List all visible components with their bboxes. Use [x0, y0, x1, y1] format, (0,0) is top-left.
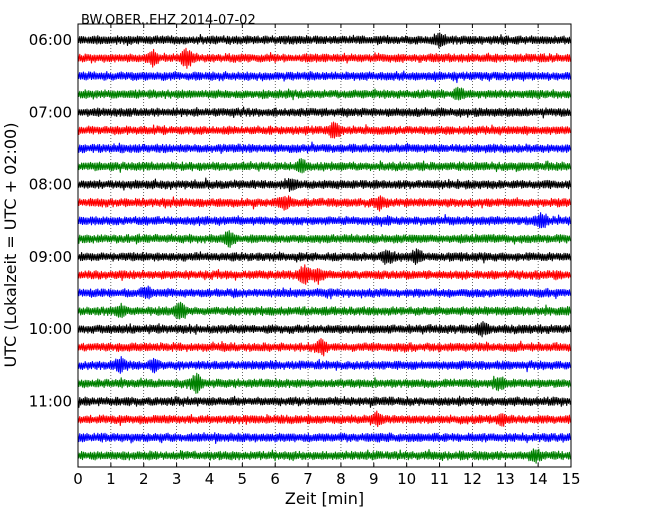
grid-lines — [110, 24, 539, 467]
x-axis-label: Zeit [min] — [285, 489, 364, 508]
x-tick-label: 4 — [205, 470, 215, 488]
trace-line — [77, 432, 571, 445]
trace-line — [77, 177, 571, 193]
trace-line — [77, 212, 571, 229]
trace-line — [77, 320, 571, 338]
x-tick-label: 8 — [336, 470, 346, 488]
y-tick-label: 06:00 — [29, 31, 72, 49]
trace-line — [77, 32, 571, 49]
y-axis-label: UTC (Lokalzeit = UTC + 02:00) — [1, 123, 20, 368]
trace-line — [77, 410, 571, 428]
trace-line — [77, 337, 571, 357]
trace-line — [77, 301, 571, 320]
trace-line — [77, 195, 571, 212]
trace-line — [77, 248, 571, 266]
y-tick-label: 11:00 — [29, 392, 72, 410]
x-tick-label: 0 — [73, 470, 83, 488]
trace-line — [77, 70, 571, 84]
y-tick-label: 10:00 — [29, 320, 72, 338]
x-tick-label: 12 — [463, 470, 482, 488]
y-tick-label: 09:00 — [29, 248, 72, 266]
x-tick-label: 15 — [561, 470, 580, 488]
x-tick-label: 2 — [139, 470, 149, 488]
x-tick-label: 14 — [529, 470, 548, 488]
x-tick-label: 6 — [270, 470, 280, 488]
plot-frame — [77, 23, 572, 468]
trace-line — [77, 395, 571, 408]
x-tick-label: 3 — [172, 470, 182, 488]
y-tick-label: 07:00 — [29, 103, 72, 121]
trace-line — [77, 264, 571, 285]
x-tick-label: 10 — [397, 470, 416, 488]
x-tick-label: 13 — [496, 470, 515, 488]
x-tick-label: 7 — [303, 470, 313, 488]
trace-line — [77, 106, 571, 119]
trace-line — [77, 448, 571, 464]
trace-line — [77, 141, 571, 155]
trace-line — [77, 230, 571, 248]
x-tick-label: 9 — [369, 470, 379, 488]
y-tick-label: 08:00 — [29, 176, 72, 194]
trace-line — [77, 158, 571, 174]
trace-line — [77, 372, 571, 394]
axis-ticks: 0 1 2 3 4 5 6 7 8 9 10 11 12 13 14 1506:0007:0008:0009:… — [29, 24, 581, 488]
trace-line — [77, 121, 571, 139]
trace-line — [77, 356, 571, 374]
x-tick-label: 11 — [430, 470, 449, 488]
x-tick-label: 5 — [238, 470, 248, 488]
trace-line — [77, 285, 571, 300]
x-tick-label: 1 — [106, 470, 116, 488]
trace-line — [77, 86, 571, 101]
chart-title: BW.OBER..EHZ 2014-07-02 — [81, 13, 256, 28]
seismic-traces — [77, 32, 571, 464]
trace-line — [77, 47, 571, 69]
